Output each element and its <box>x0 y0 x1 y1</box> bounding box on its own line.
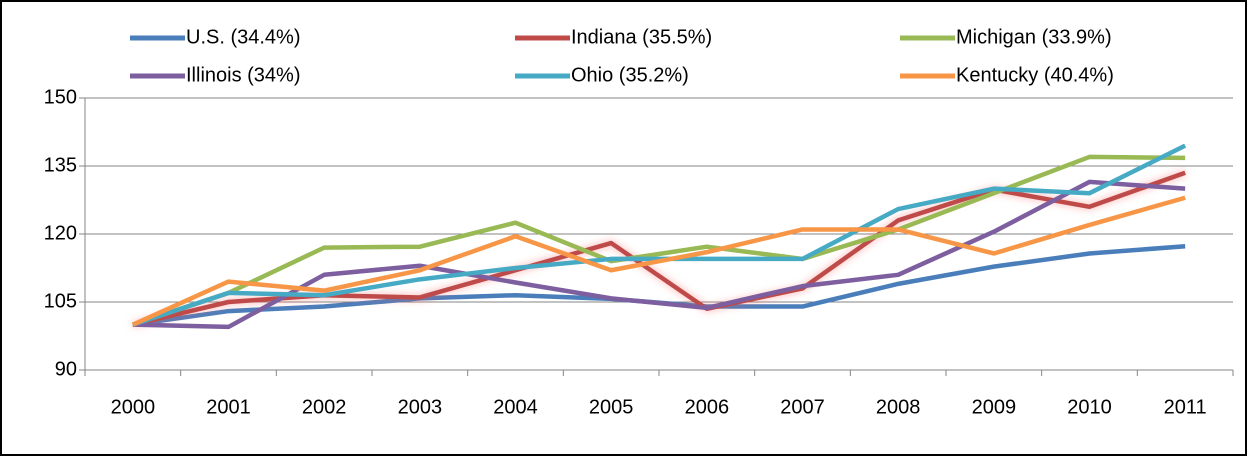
series-line <box>131 195 1186 327</box>
series-line <box>132 179 1186 330</box>
legend-label: Kentucky (40.4%) <box>956 64 1114 86</box>
x-tick-label: 2000 <box>111 396 156 418</box>
x-tick-label: 2010 <box>1067 396 1112 418</box>
x-tick-label: 2011 <box>1164 396 1207 418</box>
legend-label: Indiana (35.5%) <box>571 26 712 48</box>
x-tick-label: 2008 <box>876 396 921 418</box>
x-tick-label: 2007 <box>780 396 825 418</box>
series-line <box>132 154 1186 327</box>
x-tick-label: 2002 <box>302 396 347 418</box>
y-tick-label: 150 <box>44 86 77 108</box>
y-tick-label: 90 <box>55 358 77 380</box>
x-tick-label: 2003 <box>398 396 443 418</box>
legend-label: Illinois (34%) <box>186 64 300 86</box>
y-tick-label: 120 <box>44 222 77 244</box>
x-tick-label: 2009 <box>972 396 1017 418</box>
y-tick-label: 135 <box>44 154 77 176</box>
x-tick-label: 2004 <box>493 396 538 418</box>
x-tick-label: 2001 <box>206 396 251 418</box>
legend-label: Ohio (35.2%) <box>571 64 689 86</box>
y-tick-label: 105 <box>44 290 77 312</box>
x-tick-label: 2006 <box>685 396 730 418</box>
x-tick-label: 2005 <box>589 396 634 418</box>
legend-label: U.S. (34.4%) <box>186 26 300 48</box>
legend-label: Michigan (33.9%) <box>956 26 1112 48</box>
